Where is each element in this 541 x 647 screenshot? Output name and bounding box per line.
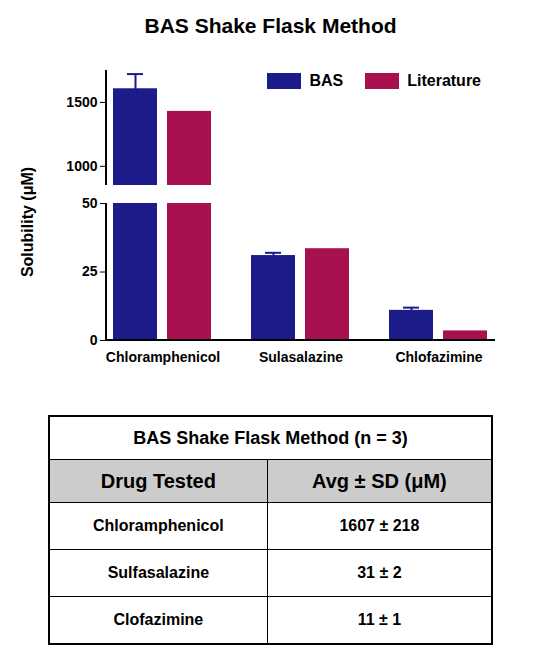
svg-text:0: 0 [90, 332, 98, 348]
html-text:11 ± 1: 11 ± 1 [357, 611, 402, 628]
svg-text:50: 50 [82, 195, 98, 211]
html-text:Drug Tested: Drug Tested [100, 469, 216, 492]
html-text:31 ± 2: 31 ± 2 [357, 564, 402, 581]
svg-text:1000: 1000 [66, 158, 97, 174]
html-text:Sulfasalazine: Sulfasalazine [107, 564, 209, 581]
svg-text:1500: 1500 [66, 94, 97, 110]
html-text:Avg ± SD (μM): Avg ± SD (μM) [312, 469, 447, 492]
svg-text:Sulasalazine: Sulasalazine [259, 349, 343, 365]
html-text:BAS: BAS [309, 72, 344, 89]
html-text:Literature: Literature [407, 72, 481, 89]
html-text:BAS Shake Flask Method (n = 3): BAS Shake Flask Method (n = 3) [133, 427, 408, 448]
html-text:Solubility (μM): Solubility (μM) [19, 166, 36, 278]
svg-text:Chloramphenicol: Chloramphenicol [106, 349, 220, 365]
html-text:Chloramphenicol: Chloramphenicol [93, 517, 224, 534]
html-text:1607 ± 218: 1607 ± 218 [339, 517, 420, 534]
svg-text:Chlofazimine: Chlofazimine [395, 349, 482, 365]
html-text:Clofazimine: Clofazimine [113, 611, 204, 628]
html-text:BAS Shake Flask Method: BAS Shake Flask Method [144, 14, 397, 37]
svg-text:25: 25 [82, 263, 98, 279]
